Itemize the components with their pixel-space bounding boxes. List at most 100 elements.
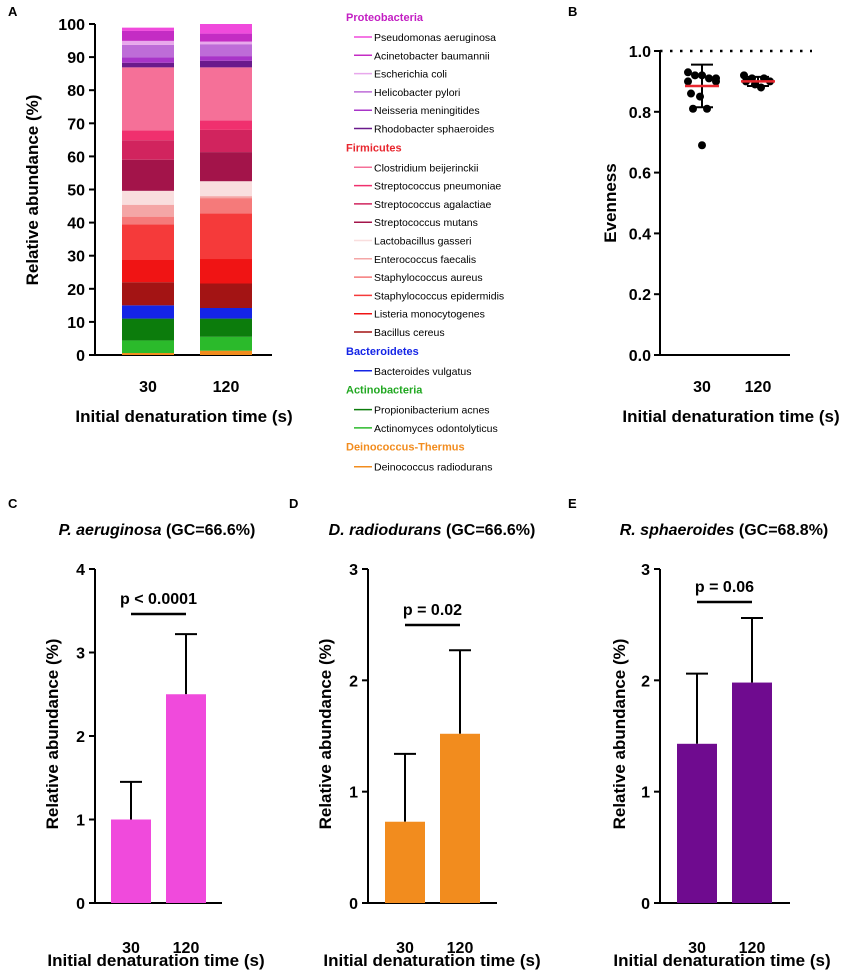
data-point [687, 89, 695, 98]
panel-b: B 0.0 0.2 0.4 0.6 0.8 1.0 30 120 Initial denatura… [568, 4, 840, 426]
y-tick-label: 0 [76, 348, 85, 365]
panel-letter-a: A [8, 4, 18, 19]
legend-label: Rhodobacter sphaeroides [374, 124, 494, 136]
bar-segment [122, 62, 174, 68]
legend-label: Streptococcus pneumoniae [374, 181, 501, 193]
y-tick-label: 0.8 [629, 105, 651, 122]
y-axis-label: Relative abundance (%) [316, 639, 335, 830]
x-tick-label: 120 [213, 379, 240, 396]
data-point [689, 104, 697, 113]
bar-segment [200, 283, 252, 308]
data-point [691, 71, 699, 80]
legend-label: Lactobacillus gasseri [374, 236, 471, 248]
panel-title: P. aeruginosa (GC=66.6%) [59, 522, 256, 539]
y-tick-label: 0 [76, 896, 85, 913]
legend-label: Listeria monocytogenes [374, 309, 485, 321]
legend-group-title: Firmicutes [346, 142, 402, 154]
bar-segment [122, 282, 174, 306]
p-value-label: p < 0.0001 [120, 591, 197, 608]
legend-label: Streptococcus mutans [374, 217, 478, 229]
bar-segment [122, 340, 174, 354]
bar-segment [200, 307, 252, 319]
data-point [703, 104, 711, 113]
y-tick-label: 0 [349, 896, 358, 913]
panel-title-gc: (GC=66.6%) [162, 522, 256, 539]
panel-letter-b: B [568, 4, 577, 19]
y-tick-label: 1 [76, 813, 85, 830]
bar-segment [200, 56, 252, 61]
x-axis-label: Initial denaturation time (s) [75, 407, 292, 426]
bar-segment [200, 198, 252, 214]
legend-group-title: Actinobacteria [346, 385, 423, 397]
panel-title-species: D. radiodurans [329, 522, 442, 539]
data-point [684, 77, 692, 86]
bar-segment [122, 40, 174, 45]
x-tick-label: 30 [122, 940, 140, 957]
panel-d: D D. radiodurans (GC=66.6%) 0 1 2 3 30 120 p = 0… [289, 496, 541, 970]
y-tick-label: 1 [641, 785, 650, 802]
y-tick-label: 70 [67, 116, 85, 133]
legend-group-title: Proteobacteria [346, 12, 424, 24]
x-axis-label: Initial denaturation time (s) [323, 951, 540, 970]
bar-segment [122, 260, 174, 283]
legend-label: Acinetobacter baumannii [374, 50, 490, 62]
y-tick-label: 100 [58, 17, 85, 34]
y-tick-label: 20 [67, 282, 85, 299]
y-tick-label: 40 [67, 216, 85, 233]
bar-segment [122, 305, 174, 319]
legend-label: Neisseria meningitides [374, 105, 480, 117]
legend-label: Staphylococcus aureus [374, 272, 483, 284]
panel-title-species: P. aeruginosa [59, 522, 162, 539]
panel-title-gc: (GC=66.6%) [442, 522, 536, 539]
data-point [684, 68, 692, 77]
y-tick-label: 0.4 [629, 226, 651, 243]
y-tick-label: 30 [67, 249, 85, 266]
panel-letter-c: C [8, 496, 18, 511]
bar-segment [200, 259, 252, 284]
bar-segment [122, 204, 174, 217]
y-tick-label: 2 [349, 673, 358, 690]
legend-label: Escherichia coli [374, 69, 447, 81]
y-tick-label: 4 [76, 562, 85, 579]
data-point [757, 83, 765, 92]
y-tick-label: 3 [349, 562, 358, 579]
panel-a: A 0 10 20 30 40 50 60 70 80 90 100 30 120 Initial dena… [8, 4, 504, 474]
legend-label: Pseudomonas aeruginosa [374, 32, 496, 44]
data-point [712, 77, 720, 86]
bar-segment [122, 44, 174, 58]
bar-segment [200, 41, 252, 45]
bar-segment [122, 67, 174, 131]
bar-segment [122, 27, 174, 31]
y-tick-label: 3 [641, 562, 650, 579]
legend-label: Deinococcus radiodurans [374, 462, 492, 474]
x-tick-label: 30 [139, 379, 157, 396]
panel-title-species: R. sphaeroides [620, 522, 735, 539]
bar-segment [122, 30, 174, 41]
bar-segment [200, 152, 252, 182]
y-tick-label: 0.6 [629, 166, 651, 183]
y-tick-label: 0 [641, 896, 650, 913]
bar-segment [200, 120, 252, 130]
legend-label: Staphylococcus epidermidis [374, 290, 504, 302]
legend-label: Bacillus cereus [374, 327, 445, 339]
data-point [696, 92, 704, 101]
bar [732, 682, 772, 903]
data-point [698, 141, 706, 150]
x-axis-label: Initial denaturation time (s) [622, 407, 839, 426]
x-tick-label: 120 [173, 940, 200, 957]
bar-segment [200, 336, 252, 351]
panel-title: R. sphaeroides (GC=68.8%) [620, 522, 829, 539]
panel-title-gc: (GC=68.8%) [734, 522, 828, 539]
bar-segment [200, 24, 252, 34]
x-tick-label: 120 [745, 379, 772, 396]
legend-group-title: Deinococcus-Thermus [346, 442, 465, 454]
bar-segment [122, 190, 174, 205]
y-tick-label: 3 [76, 646, 85, 663]
x-tick-label: 120 [739, 940, 766, 957]
y-tick-label: 1 [349, 785, 358, 802]
bar-segment [200, 213, 252, 260]
bar-segment [122, 57, 174, 63]
bar-segment [200, 318, 252, 337]
legend-label: Bacteroides vulgatus [374, 366, 471, 378]
